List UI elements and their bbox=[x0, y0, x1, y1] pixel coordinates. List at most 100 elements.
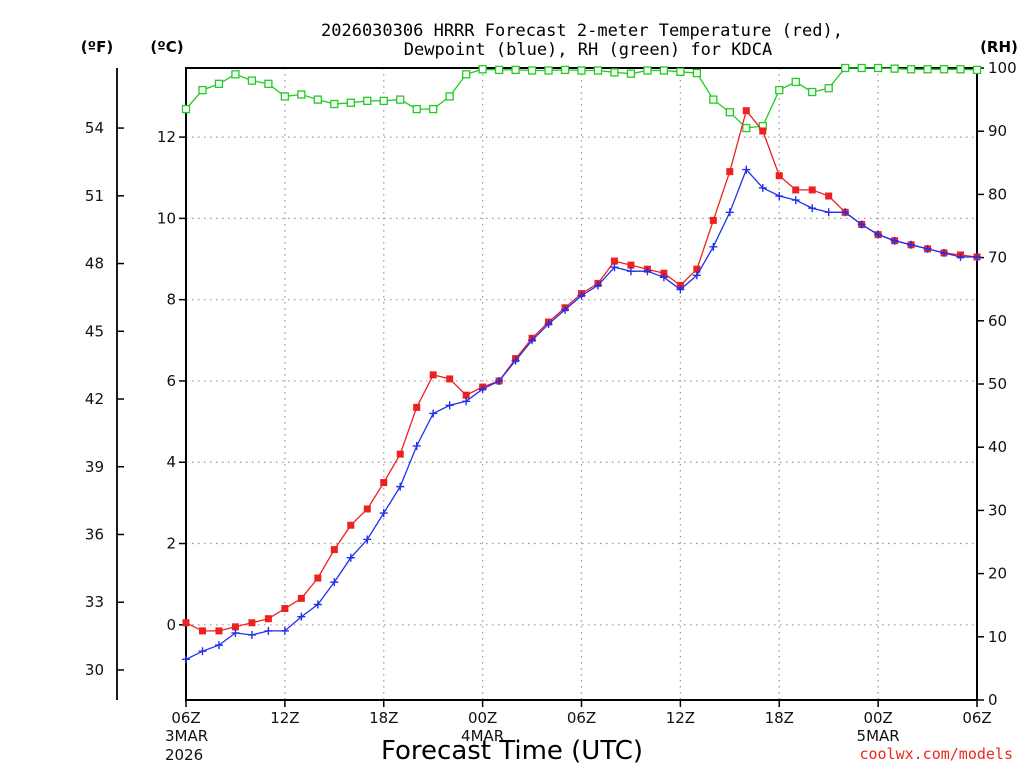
rh-point bbox=[346, 98, 355, 107]
rh-point bbox=[313, 95, 322, 104]
dewpoint-point bbox=[511, 356, 520, 365]
dewpoint-point bbox=[725, 208, 734, 217]
dewpoint-point bbox=[313, 600, 322, 609]
x-date-label: 3MAR bbox=[165, 727, 208, 745]
rh-point bbox=[412, 104, 421, 114]
x-year-label: 2026 bbox=[165, 746, 203, 764]
x-tick-label: 18Z bbox=[765, 709, 794, 727]
dewpoint-point bbox=[577, 291, 586, 300]
rh-point bbox=[330, 99, 339, 109]
dewpoint-point bbox=[841, 208, 850, 217]
y-tick-label-celsius: 12 bbox=[157, 128, 176, 146]
dewpoint-point bbox=[659, 273, 668, 282]
rh-point bbox=[824, 84, 833, 93]
temperature-point bbox=[347, 521, 355, 529]
y-tick-label-rh: 20 bbox=[988, 565, 1007, 583]
dewpoint-point bbox=[775, 192, 784, 201]
unit-rh-label: (RH) bbox=[980, 38, 1018, 56]
temperature-point bbox=[330, 546, 338, 554]
y-tick-label-celsius: 2 bbox=[166, 535, 176, 553]
dewpoint-point bbox=[528, 336, 537, 345]
dewpoint-point bbox=[182, 655, 190, 664]
rh-point bbox=[857, 63, 866, 73]
dewpoint-point bbox=[462, 397, 471, 406]
temperature-point bbox=[248, 619, 256, 627]
dewpoint-point bbox=[973, 252, 981, 261]
x-tick-label: 06Z bbox=[962, 709, 991, 727]
dewpoint-point bbox=[495, 376, 504, 385]
rh-point bbox=[808, 87, 817, 97]
dewpoint-point bbox=[231, 628, 240, 637]
y-tick-label-rh: 60 bbox=[988, 312, 1007, 330]
temperature-point bbox=[198, 627, 206, 635]
series-layer bbox=[181, 63, 982, 664]
x-axis-title: Forecast Time (UTC) bbox=[381, 736, 643, 766]
dewpoint-point bbox=[214, 641, 223, 650]
temperature-point bbox=[363, 505, 371, 513]
y-tick-label-celsius: 8 bbox=[166, 291, 176, 309]
x-tick-label: 06Z bbox=[171, 709, 200, 727]
dewpoint-point bbox=[544, 320, 553, 329]
temperature-point bbox=[775, 172, 783, 180]
rh-point bbox=[494, 65, 504, 75]
temperature-point bbox=[396, 450, 404, 458]
rh-point bbox=[676, 67, 685, 76]
rh-point bbox=[264, 79, 273, 88]
rh-point bbox=[511, 65, 520, 75]
dewpoint-point bbox=[593, 281, 602, 290]
dewpoint-point bbox=[626, 267, 635, 276]
dewpoint-point bbox=[791, 196, 800, 205]
dewpoint-point bbox=[379, 509, 388, 518]
unit-celsius-label: (ºC) bbox=[150, 38, 183, 56]
y-tick-label-rh: 70 bbox=[988, 249, 1007, 267]
y-tick-label-celsius: 10 bbox=[157, 209, 176, 227]
dewpoint-point bbox=[808, 204, 817, 213]
rh-point bbox=[297, 90, 306, 99]
dewpoint-point bbox=[758, 183, 767, 192]
dewpoint-point bbox=[198, 647, 207, 656]
credit-label: coolwx.com/models bbox=[859, 745, 1013, 763]
dewpoint-point bbox=[280, 626, 289, 635]
rh-point bbox=[791, 77, 800, 87]
temperature-point bbox=[462, 391, 470, 399]
unit-fahrenheit-label: (ºF) bbox=[81, 38, 113, 56]
rh-point bbox=[775, 85, 784, 95]
rh-point bbox=[725, 108, 734, 117]
y-tick-label-fahrenheit: 42 bbox=[85, 390, 104, 408]
temperature-point bbox=[825, 192, 833, 200]
dewpoint-point bbox=[429, 409, 438, 418]
rh-point bbox=[956, 65, 965, 74]
temperature-point bbox=[182, 619, 190, 627]
dewpoint-point bbox=[709, 242, 718, 251]
dewpoint-point bbox=[445, 401, 454, 410]
temperature-point bbox=[314, 574, 322, 582]
temperature-point bbox=[297, 594, 305, 602]
chart-title-line2: Dewpoint (blue), RH (green) for KDCA bbox=[404, 40, 772, 60]
rh-point bbox=[214, 79, 224, 88]
y-tick-label-fahrenheit: 54 bbox=[85, 119, 104, 137]
temperature-point bbox=[660, 269, 668, 277]
temperature-point bbox=[380, 479, 388, 487]
rh-point bbox=[544, 66, 553, 75]
y-tick-label-rh: 80 bbox=[988, 185, 1007, 203]
dewpoint-point bbox=[561, 305, 570, 314]
temperature-point bbox=[792, 186, 800, 194]
gridlines bbox=[186, 68, 977, 700]
dewpoint-point bbox=[396, 482, 405, 491]
temperature-point bbox=[726, 168, 734, 176]
dewpoint-point bbox=[643, 267, 652, 276]
rh-point bbox=[181, 104, 191, 114]
x-date-label: 4MAR bbox=[461, 727, 504, 745]
y-tick-label-rh: 0 bbox=[988, 691, 998, 709]
temperature-point bbox=[446, 375, 454, 383]
x-tick-label: 18Z bbox=[369, 709, 398, 727]
rh-point bbox=[659, 66, 669, 75]
temperature-point bbox=[231, 623, 239, 631]
x-tick-label: 00Z bbox=[863, 709, 892, 727]
rh-point bbox=[527, 66, 537, 75]
rh-point bbox=[461, 70, 471, 79]
rh-point bbox=[610, 68, 619, 77]
temperature-point bbox=[709, 216, 717, 224]
temperature-point bbox=[693, 265, 701, 273]
dewpoint-point bbox=[824, 208, 833, 217]
